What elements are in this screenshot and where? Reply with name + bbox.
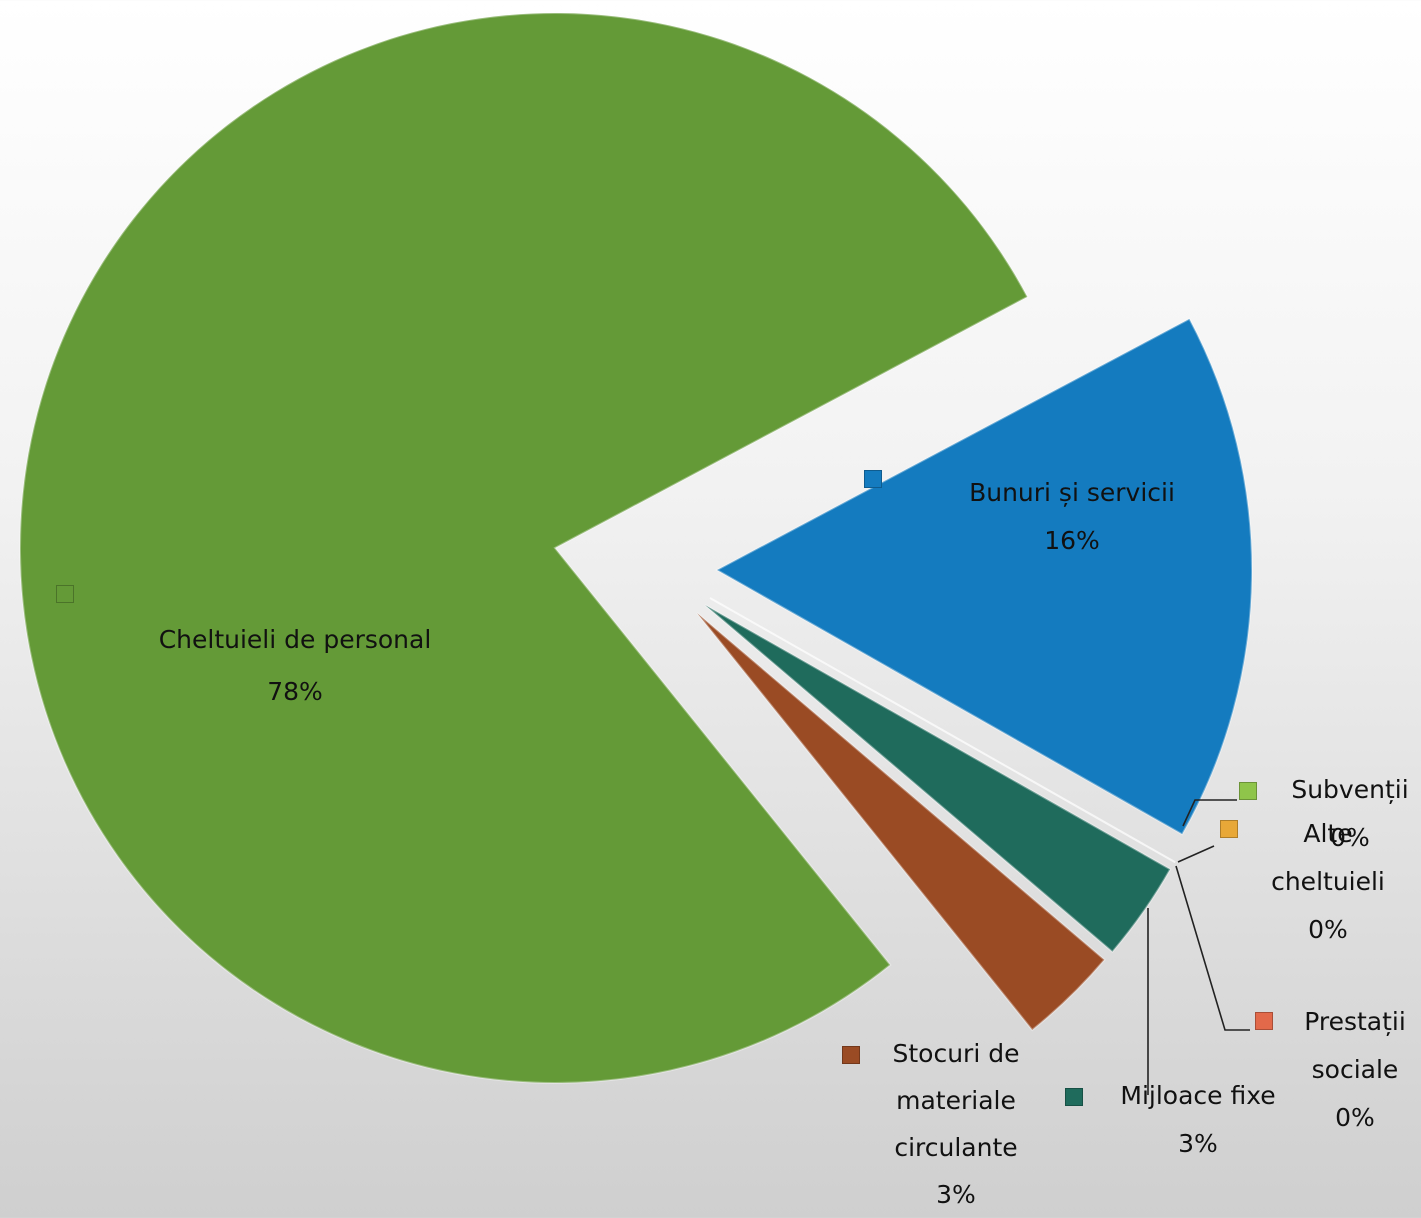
value-label: 0%: [1308, 915, 1348, 944]
value-label: 16%: [1044, 526, 1100, 555]
data-label: Subvenții 0%: [1275, 766, 1421, 862]
legend-swatch: [864, 470, 882, 488]
data-label: Mijloace fixe 3%: [1098, 1072, 1298, 1168]
data-label: Prestații sociale 0%: [1285, 998, 1421, 1142]
leader-line: [1182, 799, 1237, 827]
category-label: Prestații sociale: [1304, 1007, 1406, 1084]
legend-swatch: [1065, 1088, 1083, 1106]
category-label: Alte cheltuieli: [1271, 819, 1385, 896]
data-label: Bunuri și servicii 16%: [902, 469, 1242, 565]
legend-swatch: [56, 585, 74, 603]
data-label: Alte cheltuieli 0%: [1253, 810, 1403, 954]
value-label: 3%: [936, 1180, 976, 1209]
legend-swatch: [842, 1046, 860, 1064]
category-label: Bunuri și servicii: [969, 478, 1175, 507]
value-label: 3%: [1178, 1129, 1218, 1158]
legend-swatch: [1220, 820, 1238, 838]
category-label: Mijloace fixe: [1120, 1081, 1276, 1110]
pie-slice: [704, 604, 1172, 954]
pie-slice: [19, 12, 1029, 1084]
legend-swatch: [1255, 1012, 1273, 1030]
leader-line: [1175, 865, 1250, 1031]
value-label: 0%: [1335, 1103, 1375, 1132]
category-label: Cheltuieli de personal: [158, 625, 432, 654]
value-label: 78%: [267, 677, 323, 706]
category-label: Subvenții: [1291, 775, 1409, 804]
category-label: Stocuri de materiale circulante: [892, 1039, 1020, 1162]
data-label: Stocuri de materiale circulante 3%: [871, 1030, 1041, 1218]
pie-slice: [714, 317, 1253, 836]
legend-swatch: [1239, 782, 1257, 800]
data-label: Cheltuieli de personal 78%: [85, 614, 505, 718]
leader-line: [1177, 845, 1215, 863]
pie-slice: [696, 612, 1106, 1032]
value-label: 0%: [1330, 823, 1370, 852]
